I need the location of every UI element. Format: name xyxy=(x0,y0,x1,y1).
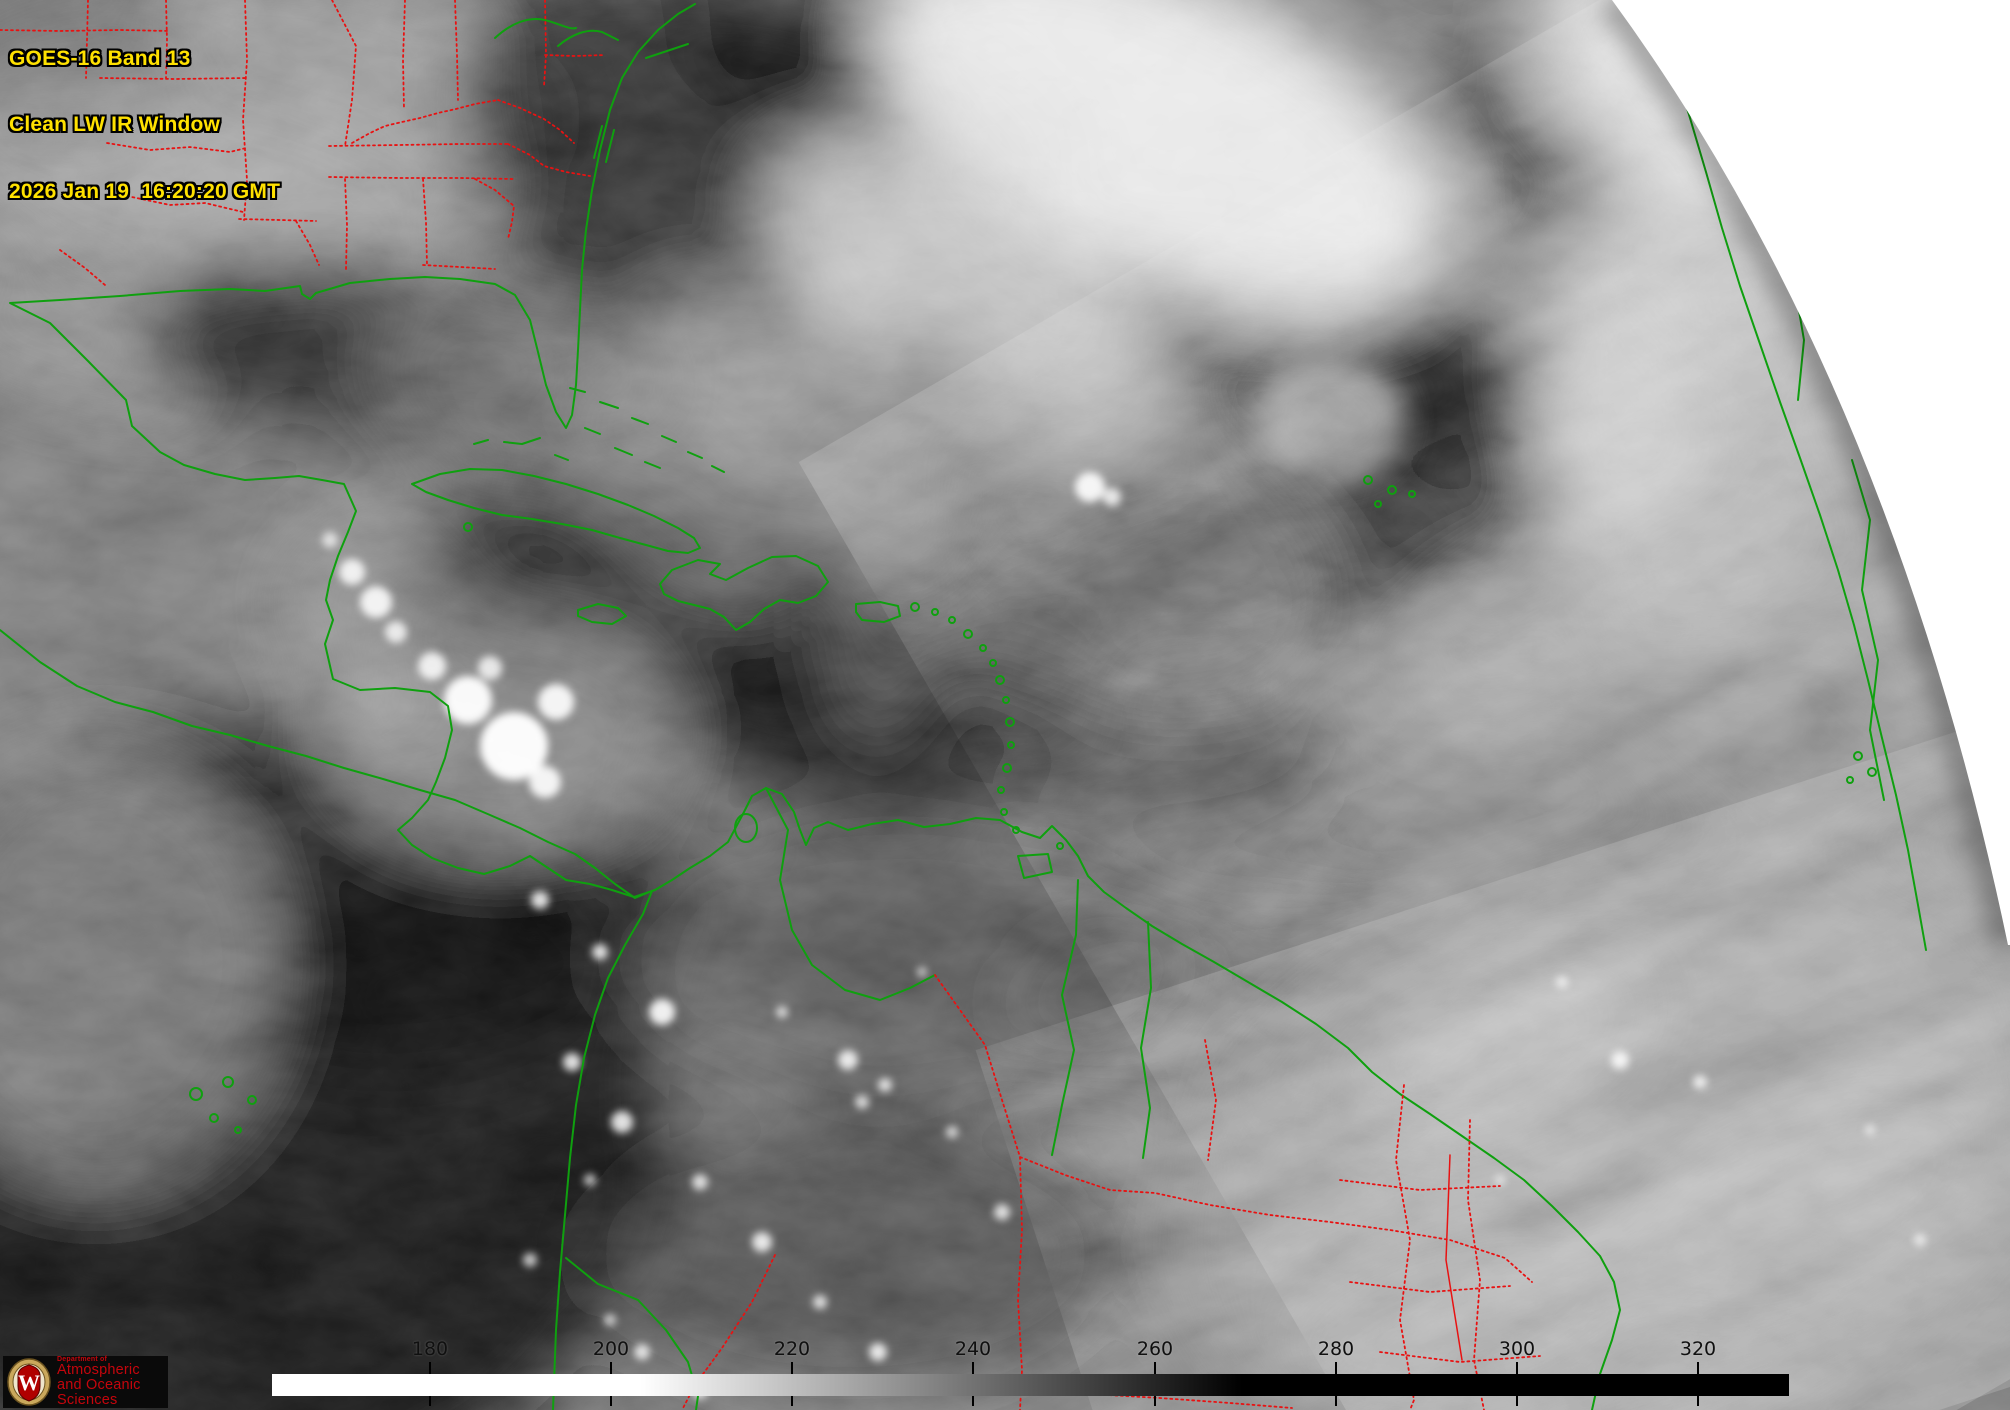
lake-maracaibo xyxy=(734,813,758,843)
timestamp-label: 2026 Jan 19 16:20:20 GMT xyxy=(9,180,281,203)
colorbar-tick-mark-top xyxy=(1697,1362,1699,1374)
gulf-atlantic-coastline xyxy=(9,3,1621,1410)
earth-limb-shading xyxy=(1599,0,2010,949)
colorbar-tick-mark-top xyxy=(429,1362,431,1374)
space-beyond-limb xyxy=(1612,0,2010,945)
colorbar-gradient-bar xyxy=(272,1374,1789,1396)
logo-line1: Atmospheric xyxy=(57,1362,140,1379)
trinidad-outline xyxy=(1017,853,1053,879)
colorbar-tick-label: 260 xyxy=(1136,1338,1174,1360)
crest-letter: W xyxy=(18,1370,40,1395)
logo-dept-prefix: Department of xyxy=(57,1355,108,1363)
colorbar-tick-mark-top xyxy=(791,1362,793,1374)
hispaniola-outline xyxy=(659,555,829,631)
colorbar-tick-mark-top xyxy=(610,1362,612,1374)
colorbar-tick-mark-bottom xyxy=(1154,1396,1156,1406)
product-name-label: Clean LW IR Window xyxy=(9,113,221,137)
uw-crest-icon: W xyxy=(7,1358,51,1406)
colorbar-tick-mark-top xyxy=(1335,1362,1337,1374)
puerto-rico-outline xyxy=(855,601,901,623)
great-lakes xyxy=(494,18,619,47)
bahamas-islands xyxy=(554,387,725,473)
colorbar-tick-mark-top xyxy=(1154,1362,1156,1374)
us-state-borders xyxy=(0,0,606,286)
colorbar-tick-mark-bottom xyxy=(1516,1396,1518,1406)
political-borders-overlay xyxy=(0,0,1541,1410)
colorbar-tick-mark-bottom xyxy=(610,1396,612,1406)
product-title: GOES-16 Band 13 Clean LW IR Window 2026 … xyxy=(9,3,280,248)
colorbar-tick-mark-bottom xyxy=(972,1396,974,1406)
colorbar-tick-label: 280 xyxy=(1317,1338,1355,1360)
colorbar-tick-mark-bottom xyxy=(429,1396,431,1406)
colorbar-tick-label: 200 xyxy=(592,1338,630,1360)
colorbar-tick-mark-bottom xyxy=(1335,1396,1337,1406)
brazil-borders xyxy=(681,974,1541,1410)
colorbar-tick-label: 320 xyxy=(1679,1338,1717,1360)
logo-line2: and Oceanic Sciences xyxy=(57,1377,141,1409)
colorbar-tick-label: 300 xyxy=(1498,1338,1536,1360)
galapagos-islands xyxy=(189,1076,257,1134)
colorbar-tick-mark-top xyxy=(1516,1362,1518,1374)
colorbar-tick-label: 220 xyxy=(773,1338,811,1360)
coastline-overlay xyxy=(0,0,1927,1410)
cloud-streaks-bottom-right xyxy=(975,710,2010,1410)
colorbar-tick-label: 180 xyxy=(411,1338,449,1360)
chesapeake-bay xyxy=(593,125,615,163)
pacific-coastline xyxy=(0,629,653,1410)
colorbar-tick-mark-top xyxy=(972,1362,974,1374)
cuba-outline xyxy=(411,468,701,554)
south-america-borders-green xyxy=(565,787,1152,1410)
convective-cloud-cells xyxy=(322,472,1926,1399)
uw-aos-logo: W Department of Atmospheric and Oceanic … xyxy=(3,1356,168,1408)
cape-verde-islands xyxy=(1363,475,1877,784)
colorbar-tick-label: 240 xyxy=(954,1338,992,1360)
satellite-band-label: GOES-16 Band 13 xyxy=(9,46,191,70)
colorbar-tick-mark-bottom xyxy=(791,1396,793,1406)
brazil-border-solid xyxy=(1445,1154,1463,1361)
lesser-antilles-arc xyxy=(910,602,1064,850)
long-island xyxy=(645,43,689,59)
jamaica-outline xyxy=(577,603,627,625)
florida-keys xyxy=(473,437,541,445)
political-borders-solid xyxy=(1445,1154,1463,1361)
colorbar-tick-mark-bottom xyxy=(1697,1396,1699,1406)
isle-of-youth xyxy=(463,522,473,532)
